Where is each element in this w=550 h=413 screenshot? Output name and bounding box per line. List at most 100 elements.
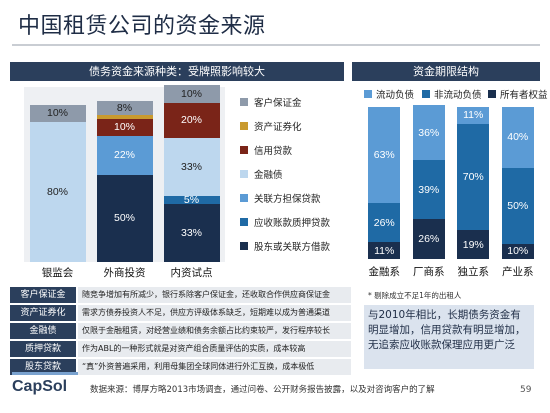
legend-label: 非流动负债 [434, 90, 482, 101]
legend-item: 所有者权益 [488, 87, 548, 101]
legend-label: 金融债 [254, 170, 283, 181]
bar-value-label: 36% [418, 126, 440, 139]
row-description: 仅限于金融租赁，对经营业绩和债务余额占比约束较严，发行程序较长 [78, 323, 351, 339]
legend-label: 客户保证金 [254, 98, 302, 109]
bar-segment: 22% [96, 136, 153, 175]
legend-item: 客户保证金 [240, 95, 302, 109]
legend-item: 信用贷款 [240, 143, 292, 157]
bar-value-label: 8% [116, 102, 133, 114]
legend-item: 关联方担保贷款 [240, 191, 321, 205]
right-panel-header: 资金期限结构 [352, 62, 540, 81]
left-chart-legend: 客户保证金资产证券化信用贷款金融债关联方担保贷款 应收账款质押贷款 股东或关联方借款 [240, 95, 350, 265]
bar-segment: 33% [163, 137, 220, 196]
bar-segment: 10% [501, 243, 534, 259]
legend-item: 流动负债 [364, 87, 414, 101]
legend-swatch [240, 122, 248, 130]
title-divider [12, 44, 540, 46]
legend-swatch [240, 146, 248, 154]
legend-item: 应收账款质押贷款 [240, 215, 330, 229]
x-tick-label: 独立系 [457, 266, 490, 278]
bar-segment: 19% [457, 230, 490, 259]
legend-swatch [240, 218, 248, 226]
page-number: 59 [520, 385, 532, 395]
bar-value-label: 33% [180, 160, 202, 173]
legend-swatch [488, 90, 496, 98]
summary-callout: 与2010年相比，长期债务资金有明显增加，信用贷款有明显增加，无追索应收账款保理… [364, 305, 534, 369]
bar-segment: 80% [29, 122, 86, 262]
bar-segment: 63% [368, 107, 401, 203]
legend-swatch [240, 98, 248, 106]
row-label: 客户保证金 [10, 287, 76, 303]
bar-segment: 20% [163, 102, 220, 138]
legend-swatch [240, 242, 248, 250]
row-label: 质押贷款 [10, 341, 76, 357]
right-chart-bars: 11% 26% 63% 26% 39% 36% 19% 70% 11% 10% 50% 40% [362, 105, 540, 259]
data-source-note: 数据来源：博厚方略2013市场调查，通过问卷、公开财务报告披露，以及对咨询客户的… [90, 385, 435, 395]
bar-segment: 8% [96, 101, 153, 115]
bar-value-label: 10% [180, 88, 202, 100]
bar-value-label: 50% [507, 199, 529, 212]
bar-segment: 70% [457, 123, 490, 231]
table-row: 股东贷款 “真”外资普遍采用，利用母集团全球同体进行外汇互换，成本极低 [10, 359, 351, 375]
left-chart-xaxis: 银监会 外商投资 内资试点 [24, 265, 225, 281]
legend-item: 非流动负债 [422, 87, 482, 101]
bar-value-label: 33% [180, 227, 202, 240]
logo-accent-bar [12, 372, 78, 375]
legend-label: 应收账款质押贷款 [254, 218, 331, 229]
legend-label: 关联方担保贷款 [254, 194, 321, 205]
right-chart-footnote: * 剔除成立不足1年的出租人 [368, 291, 462, 300]
legend-label: 所有者权益 [500, 90, 548, 101]
bar-value-label: 80% [46, 186, 68, 198]
bar-segment: 26% [368, 202, 401, 243]
bar-value-label: 10% [46, 107, 68, 120]
row-label: 股东贷款 [10, 359, 76, 375]
bar-value-label: 11% [374, 244, 395, 257]
legend-swatch [422, 90, 430, 98]
legend-label: 资产证券化 [254, 122, 302, 133]
bar-segment: 26% [412, 219, 445, 259]
bar-value-label: 40% [507, 131, 529, 144]
bar-segment: 39% [412, 160, 445, 220]
bar-segment [96, 115, 153, 119]
legend-label: 流动负债 [376, 90, 415, 101]
bar-segment: 36% [412, 105, 445, 161]
row-description: 随竞争增加有所减少，银行系除客户保证金，还收取合作供应商保证金 [78, 287, 351, 303]
x-tick-label: 产业系 [502, 266, 534, 278]
page-title: 中国租赁公司的资金来源 [18, 14, 266, 39]
legend-swatch [364, 90, 372, 98]
row-description: “真”外资普遍采用，利用母集团全球同体进行外汇互换，成本极低 [78, 359, 351, 375]
x-tick-label: 厂商系 [413, 266, 445, 278]
legend-swatch [240, 170, 248, 178]
bar-segment: 33% [163, 204, 220, 262]
bar-value-label: 70% [462, 170, 484, 183]
legend-label: 股东或关联方借款 [254, 242, 331, 253]
capsol-logo: CapSol [12, 378, 68, 395]
bar-value-label: 50% [113, 212, 135, 225]
bar-value-label: 10% [113, 121, 135, 134]
bar-value-label: 11% [463, 109, 484, 122]
x-tick-label: 银监会 [41, 267, 74, 279]
bar-value-label: 10% [507, 245, 529, 258]
right-chart-legend: 流动负债 非流动负债 所有者权益 [364, 87, 548, 101]
legend-item: 股东或关联方借款 [240, 239, 330, 253]
bar-value-label: 39% [418, 183, 440, 196]
legend-swatch [240, 194, 248, 202]
left-panel-header: 债务资金来源种类：受牌照影响较大 [10, 62, 344, 81]
bar-segment: 50% [96, 174, 153, 262]
bar-segment: 11% [368, 242, 401, 259]
bar-segment: 11% [457, 107, 490, 124]
bar-value-label: 20% [180, 114, 202, 127]
legend-label: 信用贷款 [254, 146, 293, 157]
x-tick-label: 内资试点 [170, 267, 213, 279]
bar-segment: 50% [501, 167, 534, 244]
table-row: 金融债 仅限于金融租赁，对经营业绩和债务余额占比约束较严，发行程序较长 [10, 323, 351, 339]
bar-segment: 40% [501, 107, 534, 168]
bar-segment: 10% [163, 85, 220, 103]
legend-item: 金融债 [240, 167, 283, 181]
row-label: 资产证券化 [10, 305, 76, 321]
right-chart-xaxis: 金融系 厂商系 独立系 产业系 [362, 264, 540, 280]
row-description: 作为ABL的一种形式就是对资产组合质量评估的实质，成本较高 [78, 341, 351, 357]
bar-segment: 10% [96, 118, 153, 136]
row-description: 需求方债券投资人不足，供应方评级体系缺乏，短期难以成为普通渠道 [78, 305, 351, 321]
bar-value-label: 5% [183, 193, 200, 206]
